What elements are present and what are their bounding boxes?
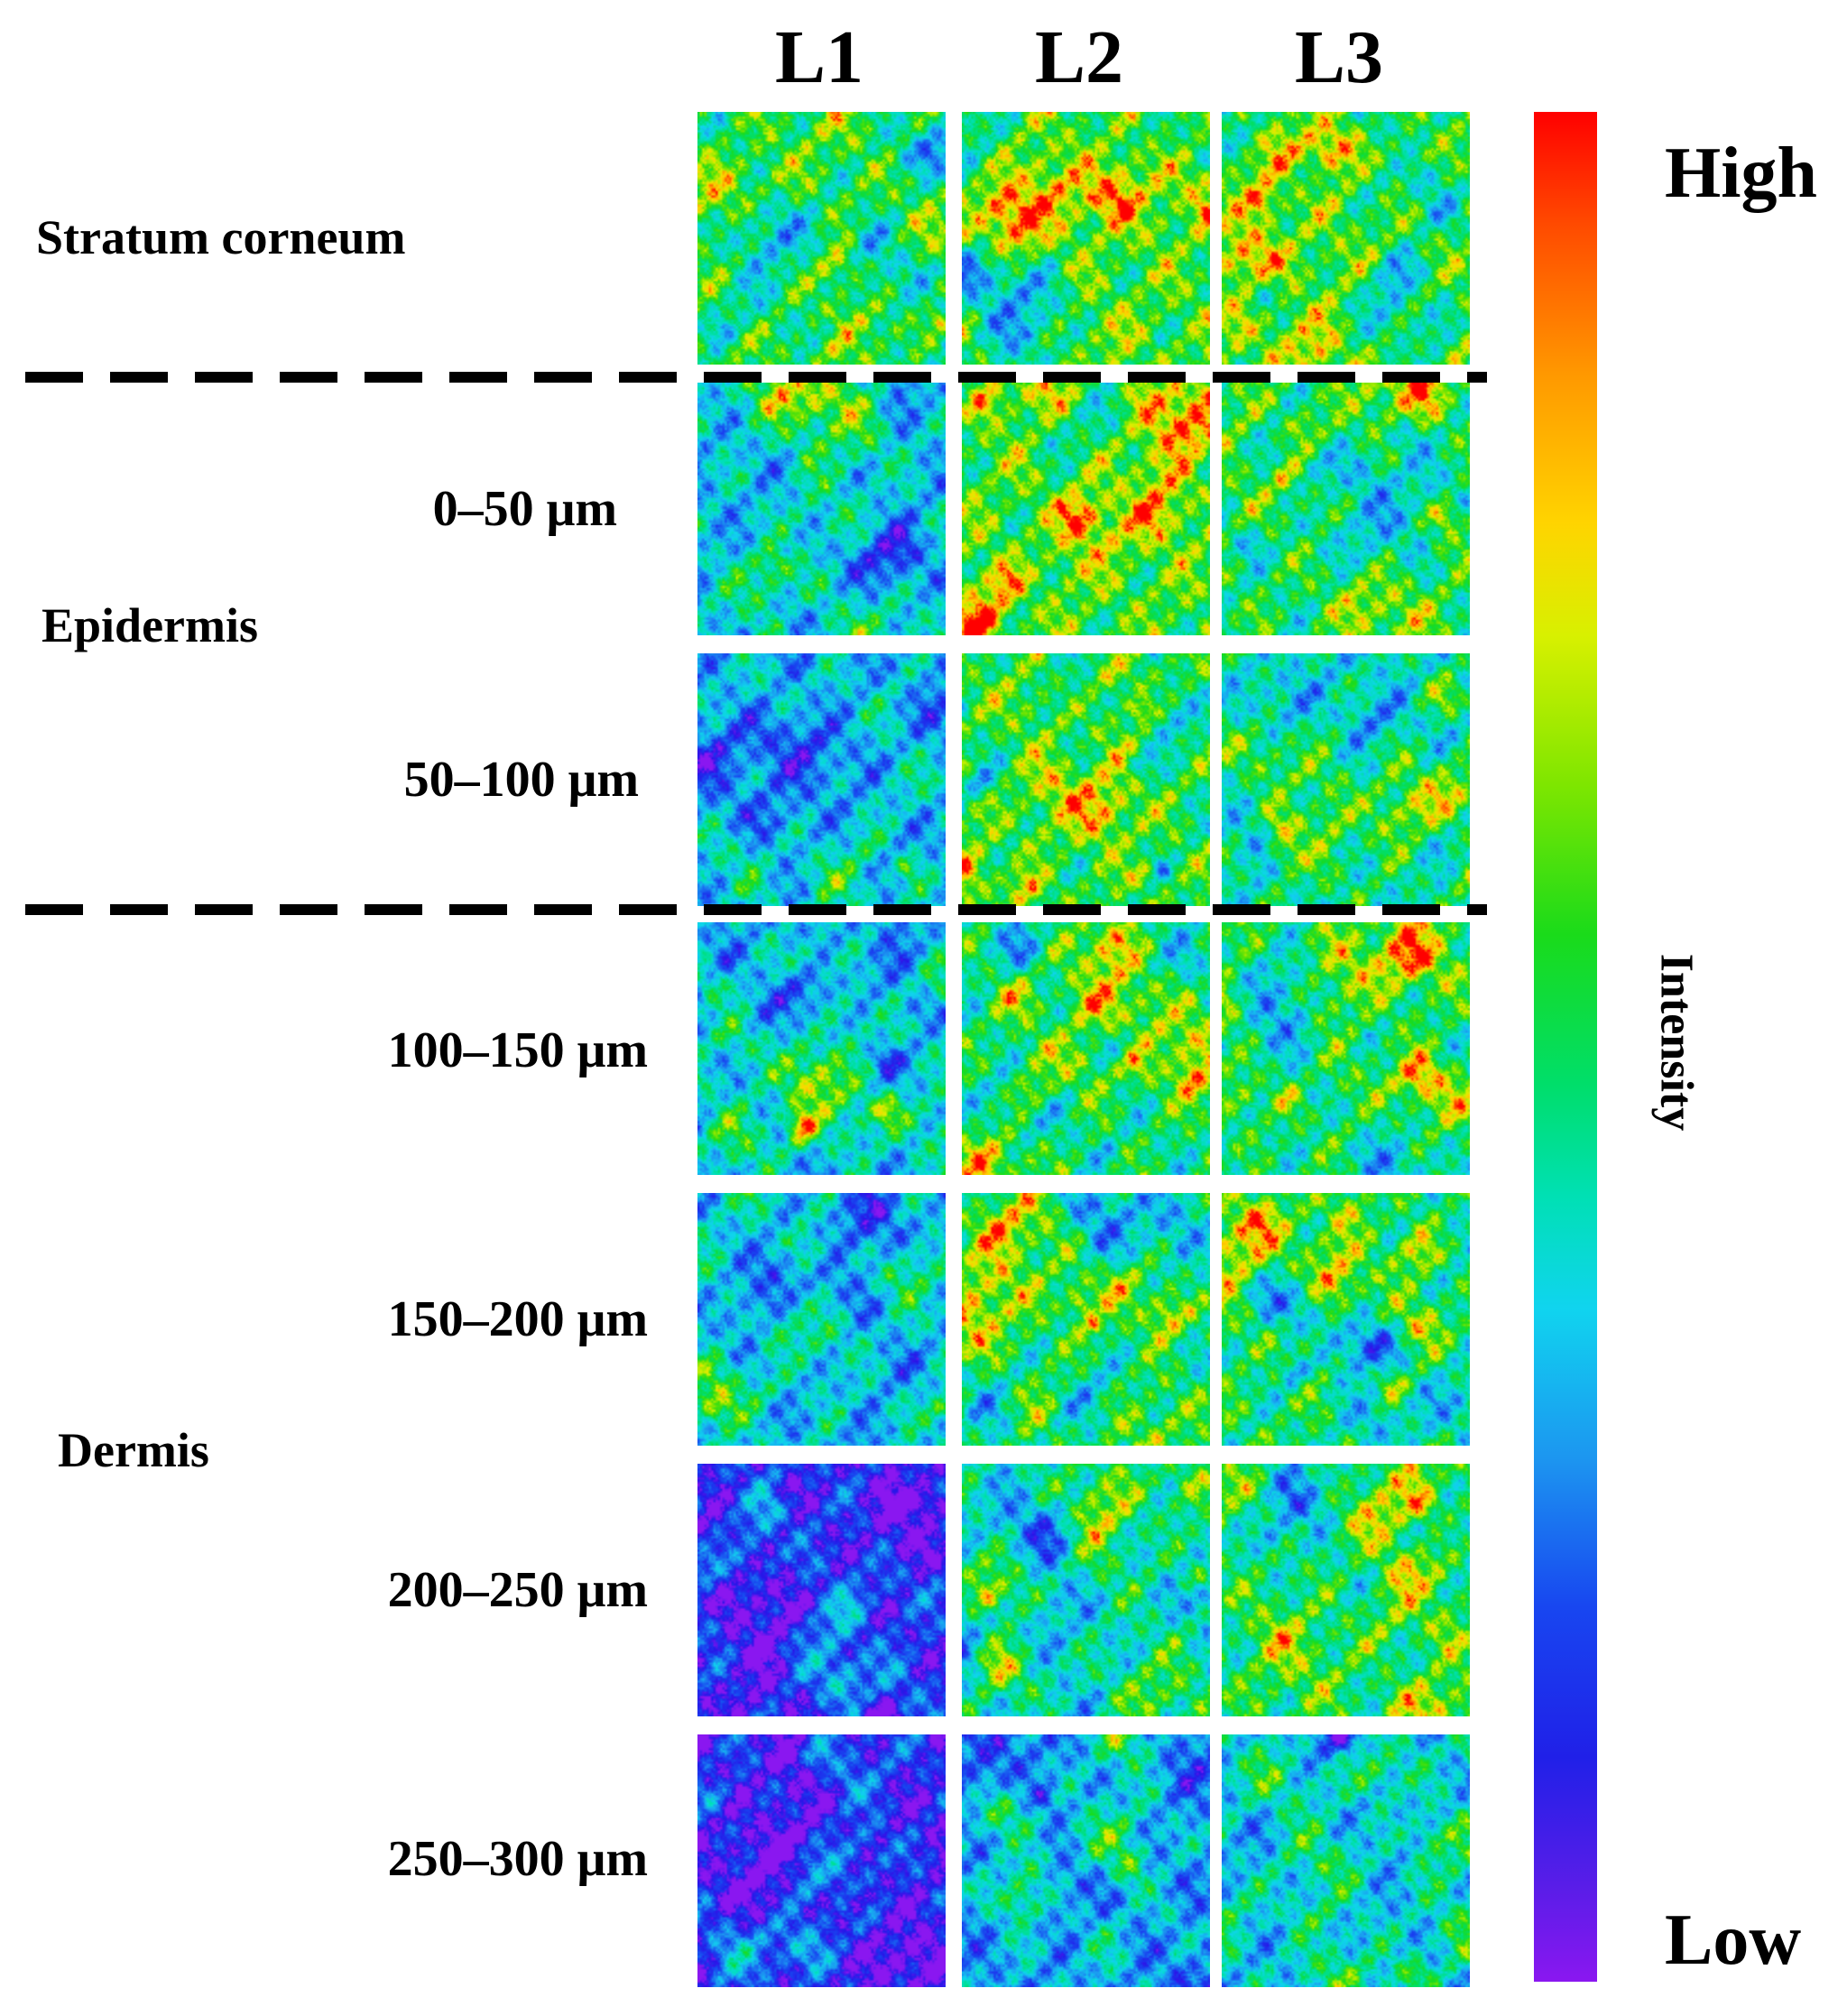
colorbar-axis-label: Intensity <box>1650 953 1703 1132</box>
heatmap-tile-200-250-l3 <box>1222 1464 1470 1716</box>
colorbar-high-label: High <box>1665 134 1817 213</box>
heatmap-tile-sc-l2 <box>962 112 1210 365</box>
heatmap-tile-50-100-l3 <box>1222 653 1470 906</box>
heatmap-tile-sc-l1 <box>697 112 946 365</box>
heatmap-tile-150-200-l1 <box>697 1193 946 1446</box>
colorbar <box>1534 112 1597 1982</box>
heatmap-tile-0-50-l3 <box>1222 383 1470 635</box>
heatmap-tile-250-300-l1 <box>697 1734 946 1987</box>
heatmap-tile-0-50-l1 <box>697 383 946 635</box>
heatmap-tile-100-150-l2 <box>962 922 1210 1175</box>
depth-label-0-50: 0–50 μm <box>432 481 617 537</box>
heatmap-tile-200-250-l2 <box>962 1464 1210 1716</box>
heatmap-tile-250-300-l3 <box>1222 1734 1470 1987</box>
separator-epidermis-dermis <box>25 904 1487 915</box>
layer-label-stratum-corneum: Stratum corneum <box>36 210 406 264</box>
layer-label-dermis: Dermis <box>58 1423 209 1477</box>
column-header-l1: L1 <box>774 15 864 99</box>
column-header-l3: L3 <box>1294 15 1384 99</box>
heatmap-tile-200-250-l1 <box>697 1464 946 1716</box>
depth-label-100-150: 100–150 μm <box>387 1022 648 1078</box>
heatmap-tile-150-200-l3 <box>1222 1193 1470 1446</box>
heatmap-tile-100-150-l3 <box>1222 922 1470 1175</box>
layer-label-epidermis: Epidermis <box>42 598 259 652</box>
heatmap-tile-150-200-l2 <box>962 1193 1210 1446</box>
depth-label-200-250: 200–250 μm <box>387 1562 648 1618</box>
heatmap-tile-100-150-l1 <box>697 922 946 1175</box>
separator-stratum-epidermis <box>25 372 1487 383</box>
depth-label-50-100: 50–100 μm <box>403 752 639 808</box>
depth-label-150-200: 150–200 μm <box>387 1291 648 1347</box>
heatmap-tile-50-100-l2 <box>962 653 1210 906</box>
heatmap-tile-sc-l3 <box>1222 112 1470 365</box>
heatmap-tile-0-50-l2 <box>962 383 1210 635</box>
colorbar-low-label: Low <box>1665 1900 1802 1980</box>
heatmap-tile-50-100-l1 <box>697 653 946 906</box>
depth-label-250-300: 250–300 μm <box>387 1831 648 1887</box>
heatmap-tile-250-300-l2 <box>962 1734 1210 1987</box>
column-header-l2: L2 <box>1034 15 1124 99</box>
